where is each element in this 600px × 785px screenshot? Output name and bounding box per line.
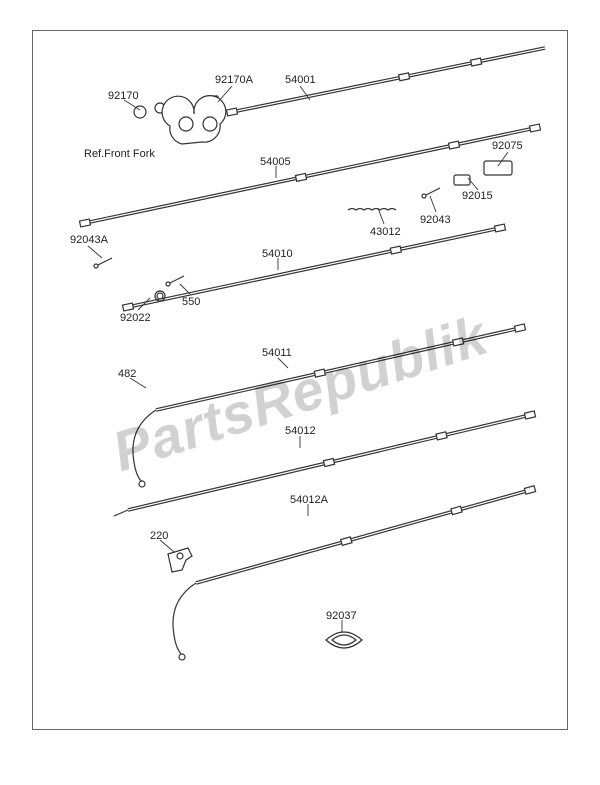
part-label-54012A: 54012A (290, 494, 328, 506)
part-label-92022: 92022 (120, 312, 151, 324)
part-label-92170: 92170 (108, 90, 139, 102)
part-label-220: 220 (150, 530, 168, 542)
ref-front-fork-label: Ref.Front Fork (84, 148, 155, 160)
part-label-550: 550 (182, 296, 200, 308)
part-label-54001: 54001 (285, 74, 316, 86)
part-label-54005: 54005 (260, 156, 291, 168)
part-label-43012: 43012 (370, 226, 401, 238)
part-label-482: 482 (118, 368, 136, 380)
part-label-92170A: 92170A (215, 74, 253, 86)
diagram-svg (0, 0, 600, 785)
part-label-92043: 92043 (420, 214, 451, 226)
part-label-54012: 54012 (285, 425, 316, 437)
part-label-92043A: 92043A (70, 234, 108, 246)
part-label-54011: 54011 (262, 347, 292, 359)
part-label-92037: 92037 (326, 610, 357, 622)
part-label-54010: 54010 (262, 248, 293, 260)
part-label-92075: 92075 (492, 140, 523, 152)
part-label-92015: 92015 (462, 190, 493, 202)
